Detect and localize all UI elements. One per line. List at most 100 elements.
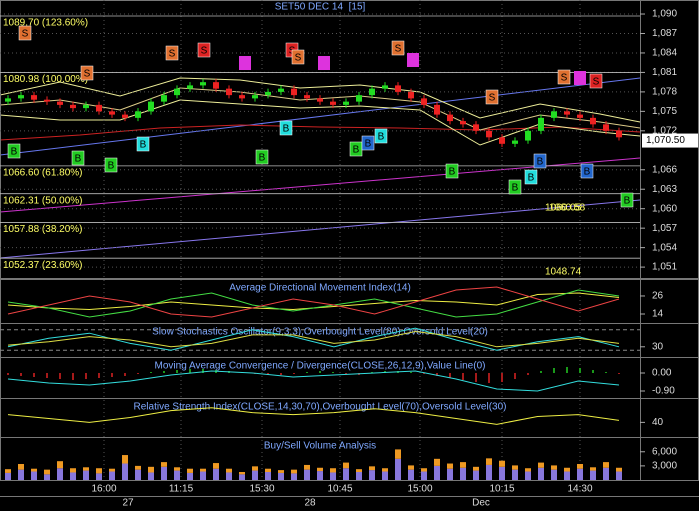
signal-box xyxy=(136,136,150,152)
volume-bar xyxy=(395,458,401,480)
volume-bar xyxy=(421,471,427,480)
candle-body xyxy=(278,88,284,92)
candle-body xyxy=(44,99,50,102)
volume-bar xyxy=(187,472,193,480)
candle-body xyxy=(551,111,557,118)
y-tick-label: 6,000 xyxy=(652,446,677,457)
volume-bar xyxy=(499,460,505,467)
volume-bar xyxy=(395,449,401,459)
volume-bar xyxy=(525,468,531,472)
signal-box xyxy=(589,73,603,89)
candle-body xyxy=(421,98,427,105)
signal-box xyxy=(391,40,405,56)
volume-bar xyxy=(122,455,128,464)
candle-body xyxy=(5,98,11,102)
volume-bar xyxy=(174,467,180,471)
x-tick-label: 15:30 xyxy=(249,484,274,495)
volume-bar xyxy=(70,472,76,480)
volume-bar xyxy=(499,466,505,480)
volume-bar xyxy=(330,472,336,480)
x-tick-label: 11:15 xyxy=(169,484,194,495)
volume-bar xyxy=(603,462,609,468)
signal-box xyxy=(71,150,85,166)
volume-bar xyxy=(200,468,206,472)
signal-box xyxy=(508,179,522,195)
volume-bar xyxy=(447,468,453,480)
volume-bar xyxy=(96,468,102,474)
x-tick-label: 10:45 xyxy=(327,484,352,495)
panel-title: Slow Stochastics Oscillator(9,3,3),Overb… xyxy=(152,327,488,338)
indicator-line xyxy=(7,289,620,318)
moving-average xyxy=(0,87,641,131)
y-tick-label: 1,087 xyxy=(652,28,677,39)
volume-bar xyxy=(512,469,518,480)
annotation: 1060.58 xyxy=(549,203,586,214)
volume-bar xyxy=(590,470,596,480)
volume-bar xyxy=(122,463,128,480)
indicator-line xyxy=(7,370,620,392)
volume-bar xyxy=(148,466,154,473)
signal-label: S xyxy=(201,46,208,57)
signal-box xyxy=(279,120,293,136)
fib-label: 1052.37 (23.60%) xyxy=(3,260,83,271)
signal-label: B xyxy=(624,196,631,207)
volume-bar xyxy=(187,468,193,473)
candle-body xyxy=(616,130,622,138)
y-tick-label: 1,051 xyxy=(652,262,677,273)
signal-marker xyxy=(318,56,330,70)
signal-box xyxy=(361,135,375,151)
volume-bar xyxy=(421,468,427,472)
volume-bar xyxy=(408,465,414,470)
candle-body xyxy=(408,91,414,99)
candle-body xyxy=(486,130,492,138)
volume-bar xyxy=(304,464,310,470)
candle-body xyxy=(317,98,323,102)
signal-box xyxy=(80,65,94,81)
candle-body xyxy=(226,88,232,96)
fib-label: 1089.70 (123.60%) xyxy=(3,18,88,29)
signal-label: B xyxy=(537,157,544,168)
volume-bar xyxy=(551,465,557,470)
candle-body xyxy=(512,140,518,144)
candle-body xyxy=(122,114,128,118)
volume-bar xyxy=(226,468,232,473)
fib-label: 1080.98 (100.00%) xyxy=(3,74,88,85)
candle-body xyxy=(499,137,505,144)
volume-bar xyxy=(44,469,50,475)
volume-bar xyxy=(616,471,622,480)
candle-body xyxy=(31,95,37,100)
signal-label: S xyxy=(395,44,402,55)
candle-body xyxy=(70,104,76,109)
volume-bar xyxy=(109,468,115,472)
volume-bar xyxy=(486,458,492,465)
signal-label: B xyxy=(365,139,372,150)
volume-bar xyxy=(252,470,258,480)
volume-bar xyxy=(96,473,102,480)
overlays xyxy=(0,77,641,259)
volume-bar xyxy=(265,472,271,480)
volume-bar xyxy=(5,469,11,473)
indicator-line xyxy=(7,286,620,318)
y-tick-label: 1,081 xyxy=(652,67,677,78)
signal-label: B xyxy=(353,145,360,156)
candle-body xyxy=(57,101,63,105)
annotation: 1060.05 xyxy=(545,203,582,214)
y-tick-label: 1,075 xyxy=(652,106,677,117)
signal-label: S xyxy=(593,77,600,88)
candle-body xyxy=(252,95,258,99)
candle-body xyxy=(200,82,206,86)
volume-bar xyxy=(226,472,232,480)
volume-bar xyxy=(44,474,50,480)
panel-title: Average Directional Movement Index(14) xyxy=(229,283,411,294)
candle-body xyxy=(382,85,388,89)
volume-bar xyxy=(304,469,310,480)
date-label: 27 xyxy=(122,498,134,509)
y-tick-label: 1,066 xyxy=(652,164,677,175)
signal-marker xyxy=(407,53,419,67)
candle-body xyxy=(135,111,141,118)
volume-bar xyxy=(31,471,37,480)
signal-label: B xyxy=(512,183,519,194)
candle-body xyxy=(18,95,24,99)
volume-bar xyxy=(603,467,609,480)
candle-body xyxy=(473,124,479,131)
